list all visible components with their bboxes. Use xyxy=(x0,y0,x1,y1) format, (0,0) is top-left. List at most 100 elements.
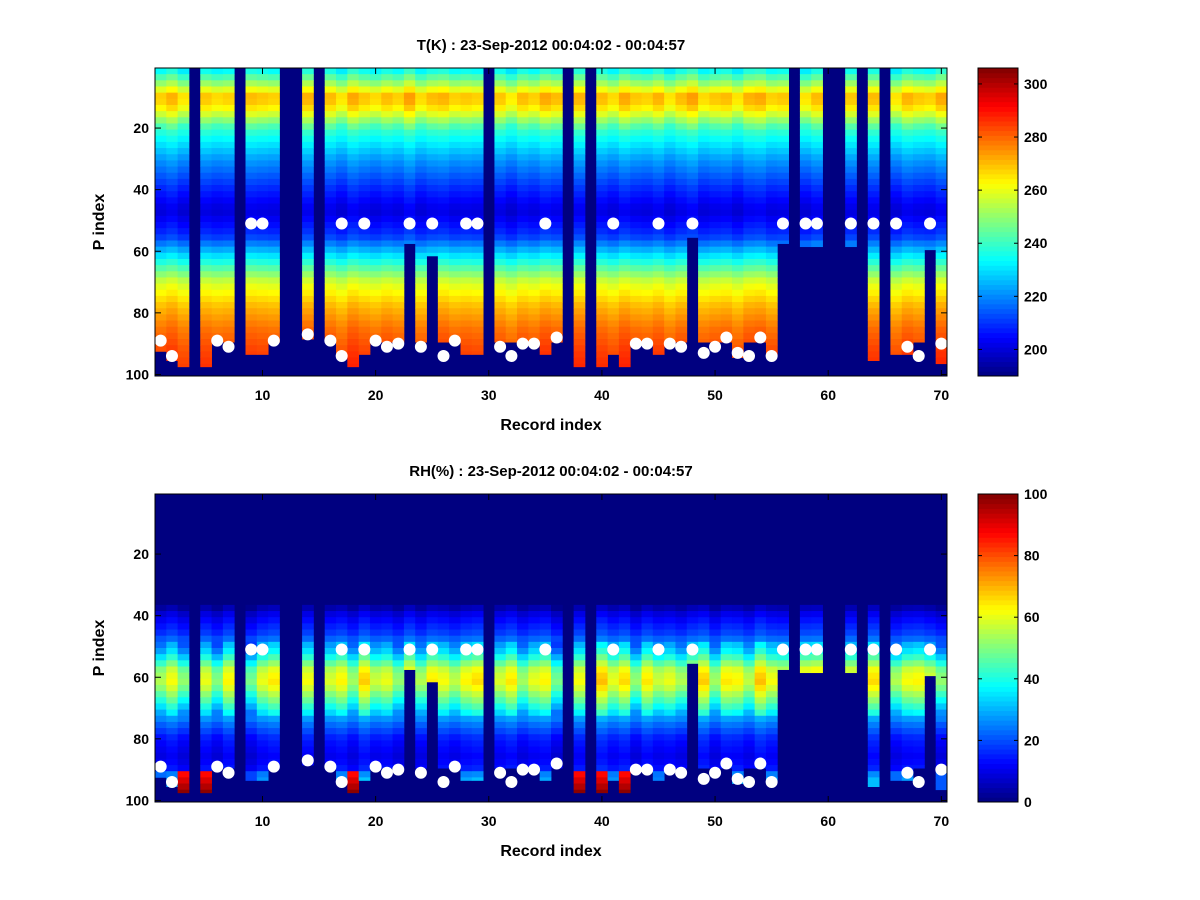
heatmap-cell xyxy=(573,215,586,223)
heatmap-cell xyxy=(596,567,608,575)
heatmap-cell xyxy=(698,215,710,223)
heatmap-cell xyxy=(449,666,461,674)
heatmap-cell xyxy=(471,172,484,180)
heatmap-cell xyxy=(811,148,823,155)
heatmap-cell xyxy=(573,148,586,155)
heatmap-cell xyxy=(403,604,416,612)
heatmap-cell xyxy=(155,703,167,710)
heatmap-cell xyxy=(709,518,722,526)
heatmap-cell xyxy=(867,623,880,630)
heatmap-cell xyxy=(765,302,778,309)
heatmap-cell xyxy=(607,209,620,217)
heatmap-cell xyxy=(743,561,756,569)
heatmap-cell xyxy=(765,295,778,303)
heatmap-cell xyxy=(166,295,179,303)
heatmap-cell xyxy=(369,234,382,241)
heatmap-cell xyxy=(471,295,484,303)
heatmap-cell xyxy=(551,752,563,760)
heatmap-cell xyxy=(528,691,541,698)
heatmap-cell xyxy=(799,530,812,538)
heatmap-cell xyxy=(437,160,450,167)
heatmap-cell xyxy=(607,518,620,526)
heatmap-cell xyxy=(155,623,167,630)
heatmap-cell xyxy=(437,648,450,655)
heatmap-cell xyxy=(347,537,360,544)
heatmap-cell xyxy=(618,604,631,612)
heatmap-cell xyxy=(698,666,710,674)
heatmap-cell xyxy=(358,777,371,781)
heatmap-cell xyxy=(517,758,529,766)
heatmap-cell xyxy=(256,228,269,235)
heatmap-cell xyxy=(652,549,665,556)
heatmap-cell xyxy=(732,308,744,315)
heatmap-cell xyxy=(471,135,484,143)
heatmap-cell xyxy=(505,654,518,661)
heatmap-cell xyxy=(517,691,529,698)
heatmap-cell xyxy=(754,715,767,723)
heatmap-cell xyxy=(155,98,167,106)
heatmap-cell xyxy=(222,320,235,328)
heatmap-cell xyxy=(743,604,756,612)
heatmap-cell xyxy=(935,123,948,130)
heatmap-cell xyxy=(415,117,427,124)
heatmap-cell xyxy=(675,518,688,526)
heatmap-cell xyxy=(517,666,529,674)
heatmap-cell xyxy=(358,289,371,297)
heatmap-cell xyxy=(573,709,586,717)
heatmap-cell xyxy=(166,494,179,501)
heatmap-cell xyxy=(539,721,552,729)
heatmap-cell xyxy=(347,783,360,791)
heatmap-cell xyxy=(618,635,631,643)
heatmap-cell xyxy=(392,141,405,149)
heatmap-cell xyxy=(652,672,665,680)
heatmap-cell xyxy=(743,320,756,328)
heatmap-cell xyxy=(369,148,382,155)
heatmap-cell xyxy=(177,215,190,223)
heatmap-cell xyxy=(245,721,258,729)
data-marker xyxy=(448,334,461,347)
heatmap-cell xyxy=(471,197,484,204)
heatmap-cell xyxy=(618,178,631,186)
heatmap-cell xyxy=(686,141,699,149)
heatmap-cell xyxy=(686,166,699,174)
heatmap-cell xyxy=(381,271,393,278)
heatmap-cell xyxy=(664,326,676,334)
heatmap-cell xyxy=(392,197,405,204)
heatmap-cell xyxy=(517,111,529,118)
heatmap-cell xyxy=(426,654,439,661)
heatmap-cell xyxy=(392,332,405,340)
heatmap-cell xyxy=(449,191,461,198)
heatmap-cell xyxy=(754,574,767,581)
data-marker xyxy=(403,217,416,230)
heatmap-cell xyxy=(709,197,722,204)
heatmap-cell xyxy=(471,765,484,772)
heatmap-cell xyxy=(630,123,642,130)
heatmap-cell xyxy=(573,289,586,297)
heatmap-cell xyxy=(867,240,880,248)
heatmap-cell xyxy=(528,660,541,667)
heatmap-cell xyxy=(381,648,393,655)
heatmap-cell xyxy=(551,129,563,137)
heatmap-cell xyxy=(381,258,393,266)
heatmap-cell xyxy=(641,258,654,266)
heatmap-cell xyxy=(664,740,676,747)
heatmap-cell xyxy=(607,160,620,167)
heatmap-cell xyxy=(245,104,258,112)
heatmap-cell xyxy=(324,258,337,266)
heatmap-cell xyxy=(867,740,880,747)
heatmap-cell xyxy=(698,691,710,698)
heatmap-cell xyxy=(618,252,631,260)
heatmap-cell xyxy=(743,654,756,661)
heatmap-cell xyxy=(336,592,348,600)
heatmap-cell xyxy=(460,703,473,710)
heatmap-cell xyxy=(732,580,744,587)
heatmap-cell xyxy=(381,691,393,698)
heatmap-cell xyxy=(754,320,767,328)
heatmap-cell xyxy=(913,104,925,112)
heatmap-cell xyxy=(528,277,541,284)
heatmap-cell xyxy=(358,549,371,556)
heatmap-cell xyxy=(641,215,654,223)
heatmap-cell xyxy=(901,277,914,284)
heatmap-cell xyxy=(437,80,450,87)
heatmap-cell xyxy=(607,302,620,309)
